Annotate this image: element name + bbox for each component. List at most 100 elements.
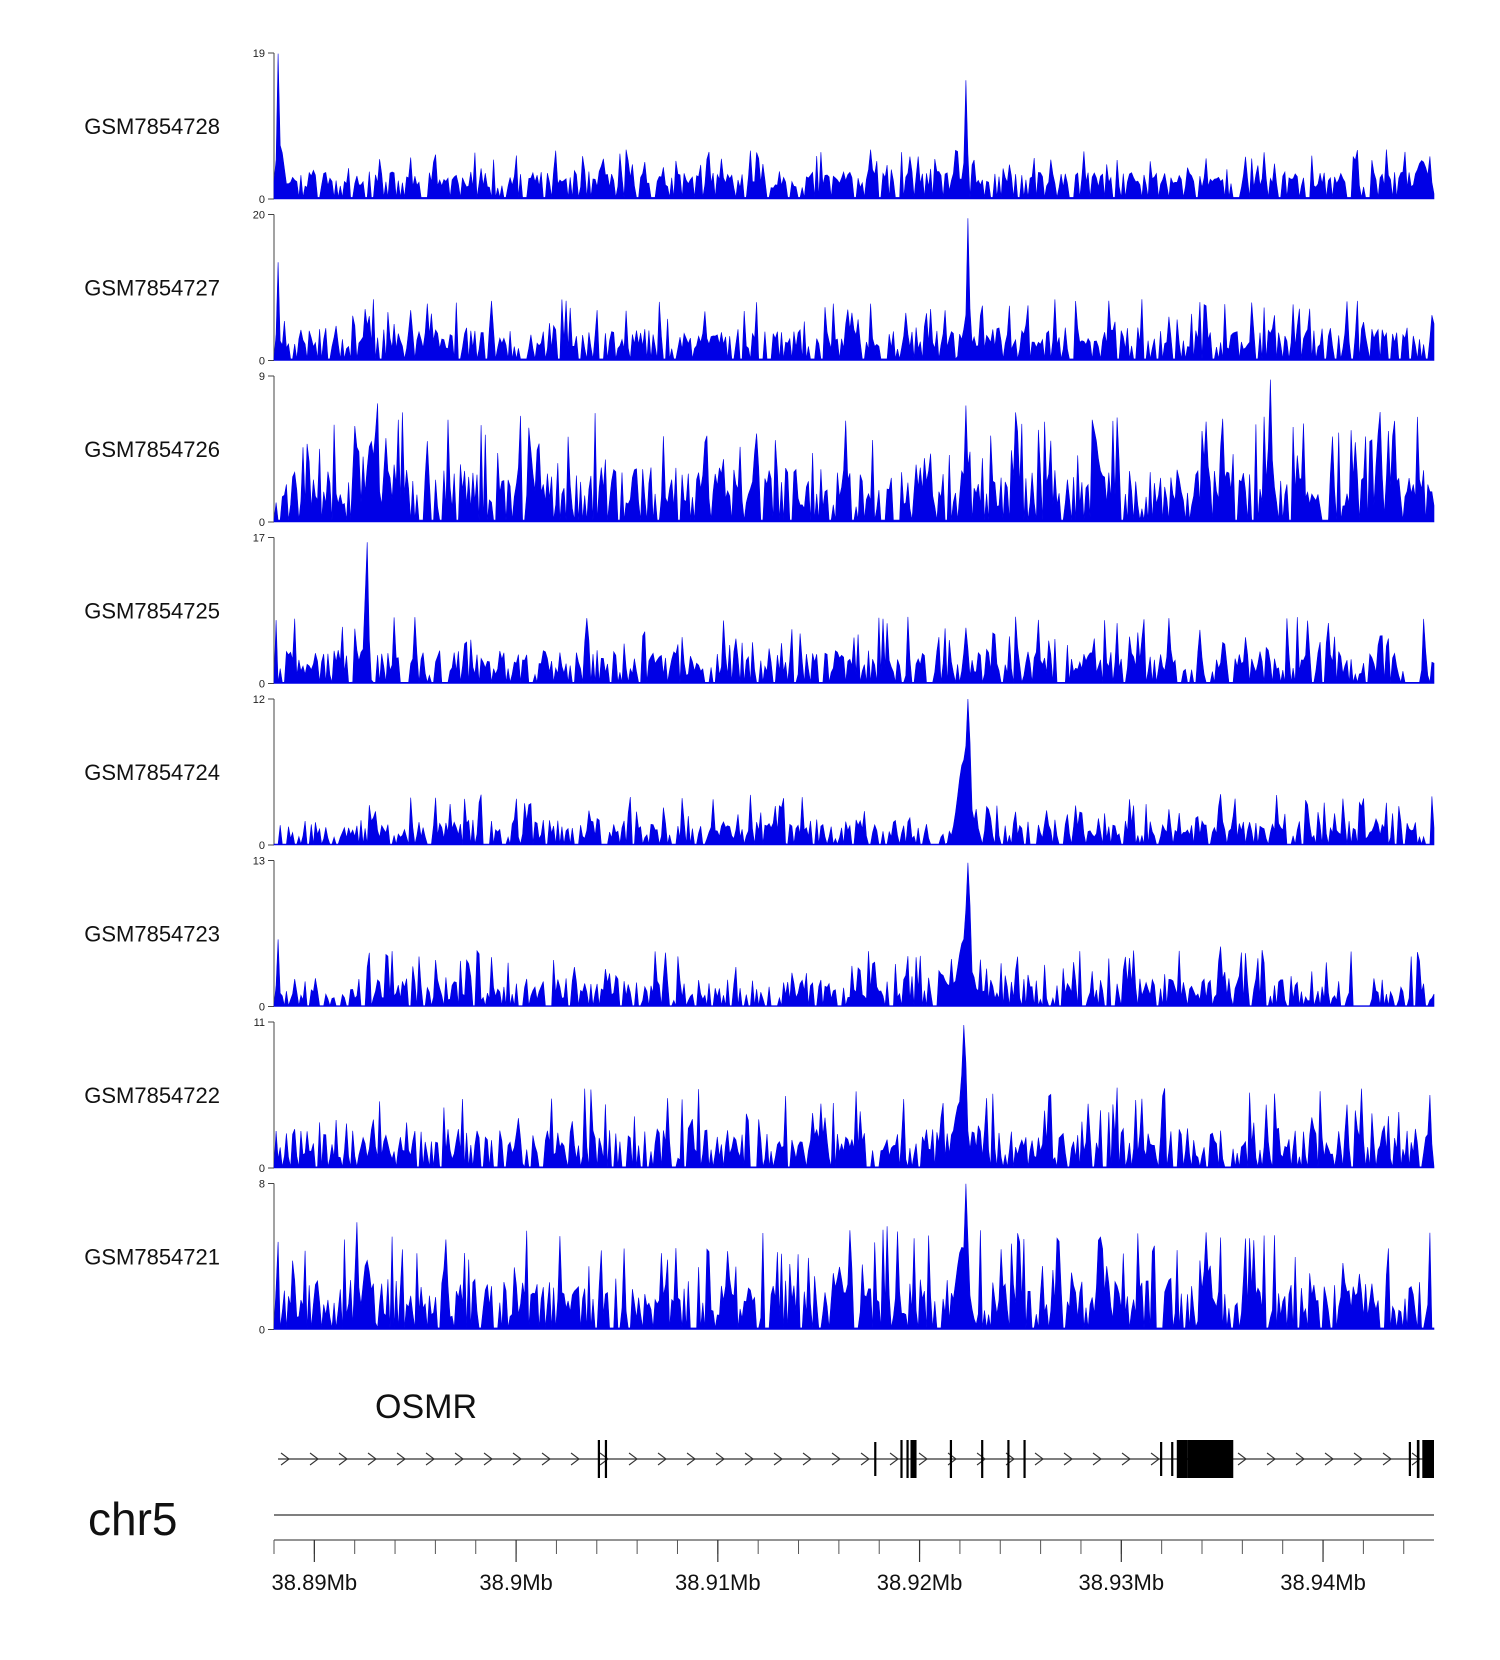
strand-arrow [396, 1452, 406, 1466]
exon [900, 1440, 903, 1478]
track-label: GSM7854727 [84, 276, 220, 301]
strand-arrow [773, 1452, 783, 1466]
exon [949, 1440, 953, 1478]
strand-arrow [1353, 1452, 1363, 1466]
strand-arrow [831, 1452, 841, 1466]
axis-tick-label: 38.89Mb [272, 1570, 358, 1595]
genome-axis: chr5 38.89Mb 38.9Mb 38.91Mb 38.92Mb 38.93Mb 3… [88, 1493, 1434, 1595]
coverage-area [273, 698, 1435, 846]
track-GSM7854724: GSM7854724 12 0 [84, 694, 1435, 852]
y-axis-max-label: 17 [253, 533, 265, 545]
gene-model-track: OSMR [278, 1388, 1434, 1478]
exon [1422, 1440, 1434, 1478]
exon [1416, 1440, 1420, 1478]
strand-arrow [1034, 1452, 1044, 1466]
strand-arrow [309, 1452, 319, 1466]
strand-arrow [1382, 1452, 1392, 1466]
strand-arrow [889, 1452, 899, 1466]
strand-arrow [1063, 1452, 1073, 1466]
track-label: GSM7854721 [84, 1245, 220, 1270]
strand-arrow [1324, 1452, 1334, 1466]
exon [906, 1440, 909, 1478]
coverage-tracks: GSM7854728190GSM7854727200GSM785472690GS… [84, 48, 1435, 1337]
track-GSM7854727: GSM7854727 20 0 [84, 210, 1435, 368]
track-GSM7854721: GSM7854721 8 0 [84, 1179, 1435, 1337]
y-axis-max-label: 19 [253, 48, 265, 60]
strand-arrow [1092, 1452, 1102, 1466]
axis-tick-label: 38.93Mb [1078, 1570, 1164, 1595]
strand-arrow [715, 1452, 725, 1466]
strand-arrow [454, 1452, 464, 1466]
strand-arrow [338, 1452, 348, 1466]
track-label: GSM7854722 [84, 1083, 220, 1108]
track-label: GSM7854723 [84, 922, 220, 947]
strand-arrow [918, 1452, 928, 1466]
strand-arrow [599, 1452, 609, 1466]
exon [1160, 1442, 1163, 1476]
coverage-area [273, 379, 1435, 523]
track-label: GSM7854724 [84, 760, 220, 785]
axis-tick-label: 38.92Mb [877, 1570, 963, 1595]
track-GSM7854722: GSM7854722 11 0 [84, 1017, 1435, 1175]
strand-arrow [1295, 1452, 1305, 1466]
coverage-area [273, 1024, 1435, 1169]
track-GSM7854728: GSM7854728 19 0 [84, 48, 1435, 206]
strand-arrow [512, 1452, 522, 1466]
strand-arrow [860, 1452, 870, 1466]
axis-tick-label: 38.9Mb [479, 1570, 552, 1595]
strand-arrow [1411, 1452, 1421, 1466]
track-GSM7854723: GSM7854723 13 0 [84, 856, 1435, 1014]
track-GSM7854725: GSM7854725 17 0 [84, 533, 1435, 691]
strand-arrow [657, 1452, 667, 1466]
y-axis-min-label: 0 [259, 840, 265, 852]
strand-arrow [744, 1452, 754, 1466]
y-axis-max-label: 20 [253, 210, 265, 222]
exon [1187, 1440, 1234, 1478]
y-axis-min-label: 0 [259, 356, 265, 368]
strand-arrow [1121, 1452, 1131, 1466]
strand-arrow [686, 1452, 696, 1466]
track-GSM7854726: GSM7854726 9 0 [84, 371, 1435, 529]
axis-tick-label: 38.94Mb [1280, 1570, 1366, 1595]
exon [1176, 1440, 1188, 1478]
gene-name-label: OSMR [375, 1388, 477, 1426]
coverage-area [273, 53, 1435, 200]
exon [604, 1440, 608, 1478]
strand-arrow [483, 1452, 493, 1466]
coverage-area [273, 218, 1435, 361]
y-axis-min-label: 0 [259, 1325, 265, 1337]
track-label: GSM7854725 [84, 599, 220, 624]
coverage-area [273, 1183, 1435, 1330]
strand-arrow [367, 1452, 377, 1466]
coverage-area [273, 542, 1435, 684]
strand-arrow [570, 1452, 580, 1466]
exon [981, 1440, 984, 1478]
axis-tick-label: 38.91Mb [675, 1570, 761, 1595]
chromosome-label: chr5 [88, 1493, 177, 1545]
coverage-area [273, 862, 1435, 1007]
strand-arrow [1237, 1452, 1247, 1466]
track-label: GSM7854728 [84, 114, 220, 139]
y-axis-max-label: 12 [253, 694, 265, 706]
y-axis-min-label: 0 [259, 194, 265, 206]
y-axis-min-label: 0 [259, 1002, 265, 1014]
y-axis-min-label: 0 [259, 517, 265, 529]
y-axis-max-label: 13 [253, 856, 265, 868]
y-axis-min-label: 0 [259, 679, 265, 691]
y-axis-max-label: 9 [259, 371, 265, 383]
exon [910, 1440, 917, 1478]
strand-arrow [976, 1452, 986, 1466]
y-axis-min-label: 0 [259, 1163, 265, 1175]
strand-arrow [1266, 1452, 1276, 1466]
y-axis-max-label: 8 [259, 1179, 265, 1191]
strand-arrow [802, 1452, 812, 1466]
exon [597, 1440, 600, 1478]
exon [1007, 1440, 1010, 1478]
exon [1408, 1442, 1411, 1476]
track-label: GSM7854726 [84, 437, 220, 462]
strand-arrow [425, 1452, 435, 1466]
exon [1023, 1440, 1026, 1478]
strand-arrow [1150, 1452, 1160, 1466]
strand-arrow [280, 1452, 290, 1466]
